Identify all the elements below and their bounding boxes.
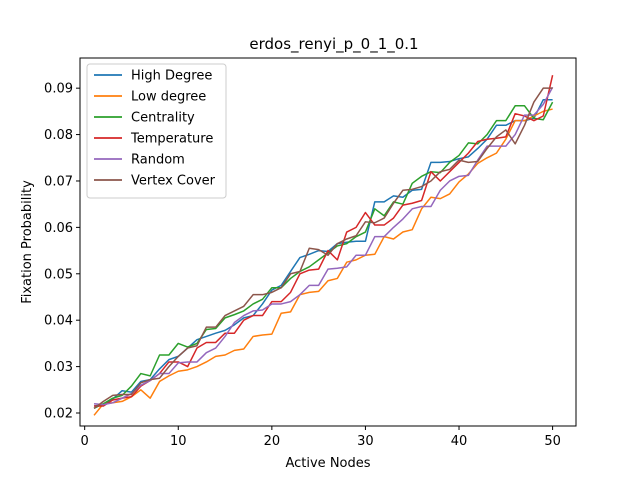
x-tick-label: 30 (357, 434, 374, 449)
legend: High Degree Low degree Centrality Temperatu… (86, 63, 227, 199)
x-tick-label: 50 (544, 434, 561, 449)
y-tick-label: 0.02 (44, 407, 73, 422)
y-tick-label: 0.07 (44, 174, 73, 189)
legend-label-2: Centrality (131, 111, 195, 126)
legend-label-0: High Degree (131, 69, 212, 84)
legend-label-4: Random (131, 153, 185, 168)
x-tick-label: 40 (451, 434, 468, 449)
y-tick-label: 0.05 (44, 267, 73, 282)
chart-title: erdos_renyi_p_0_1_0.1 (249, 35, 418, 54)
legend-label-5: Vertex Cover (131, 174, 216, 189)
x-axis: 0 10 20 30 40 50 (81, 426, 561, 449)
y-tick-label: 0.03 (44, 360, 73, 375)
x-tick-label: 0 (81, 434, 89, 449)
series-line-1 (93, 108, 553, 416)
y-tick-label: 0.08 (44, 128, 73, 143)
x-tick-label: 20 (264, 434, 281, 449)
legend-label-1: Low degree (131, 90, 206, 105)
series-lines (93, 75, 554, 416)
series-line-3 (94, 75, 554, 407)
series-line-5 (93, 87, 553, 409)
x-axis-label: Active Nodes (285, 456, 370, 471)
x-tick-label: 10 (170, 434, 187, 449)
plot-frame (79, 57, 577, 427)
y-tick-label: 0.06 (44, 221, 73, 236)
y-axis: 0.02 0.03 0.04 0.05 0.06 0.07 0.08 0.09 (44, 82, 80, 422)
legend-box (86, 63, 227, 199)
y-tick-label: 0.09 (44, 82, 73, 97)
series-line-4 (93, 86, 554, 406)
series-line-0 (93, 99, 553, 407)
y-tick-label: 0.04 (44, 314, 73, 329)
legend-label-3: Temperature (130, 132, 213, 147)
y-axis-label: Fixation Probability (20, 180, 35, 304)
